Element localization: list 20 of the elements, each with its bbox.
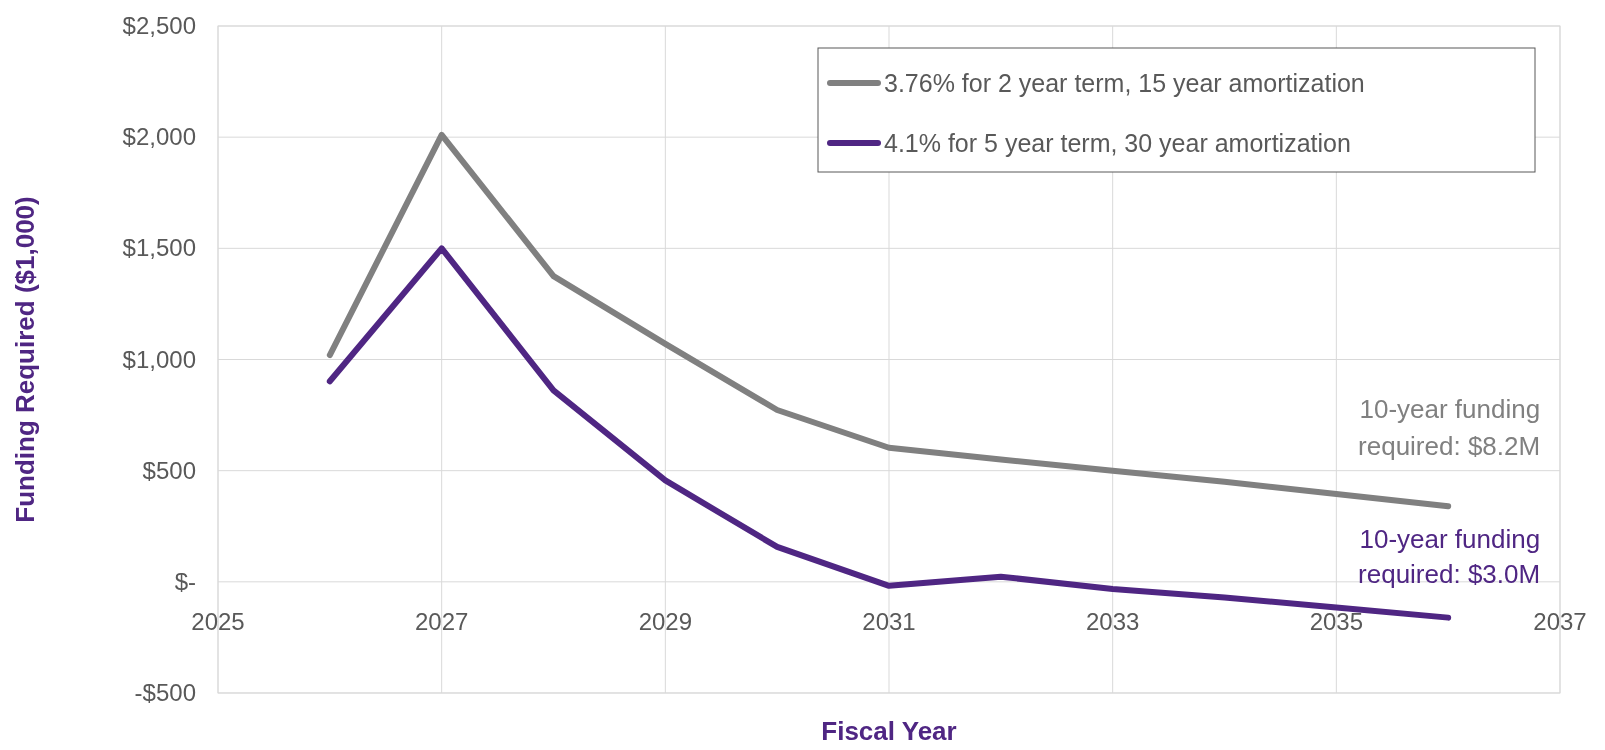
x-tick-label: 2025 <box>191 607 245 635</box>
y-tick-label: $1,500 <box>122 234 196 262</box>
annotation: 10-year funding required: $3.0M <box>1358 523 1541 589</box>
x-tick-label: 2033 <box>1085 607 1140 635</box>
x-tick-label: 2031 <box>862 607 916 635</box>
y-tick-label: $500 <box>142 456 196 484</box>
x-tick-label: 2037 <box>1533 607 1587 635</box>
y-tick-label: $- <box>174 567 196 595</box>
y-tick-label: $1,000 <box>122 345 196 373</box>
y-tick-label: $2,500 <box>122 12 196 39</box>
legend-label: 3.76% for 2 year term, 15 year amortization <box>884 69 1365 97</box>
legend-label: 4.1% for 5 year term, 30 year amortization <box>884 129 1351 157</box>
y-axis-title: Funding Required ($1,000) <box>10 196 40 523</box>
x-tick-label: 2029 <box>638 607 693 635</box>
x-tick-label: 2027 <box>414 607 469 635</box>
x-tick-label: 2035 <box>1309 607 1364 635</box>
x-axis-title: Fiscal Year <box>821 716 957 746</box>
annotation: 10-year funding required: $8.2M <box>1358 394 1541 462</box>
y-tick-label: $2,000 <box>122 123 196 151</box>
y-tick-label: -$500 <box>134 679 196 706</box>
